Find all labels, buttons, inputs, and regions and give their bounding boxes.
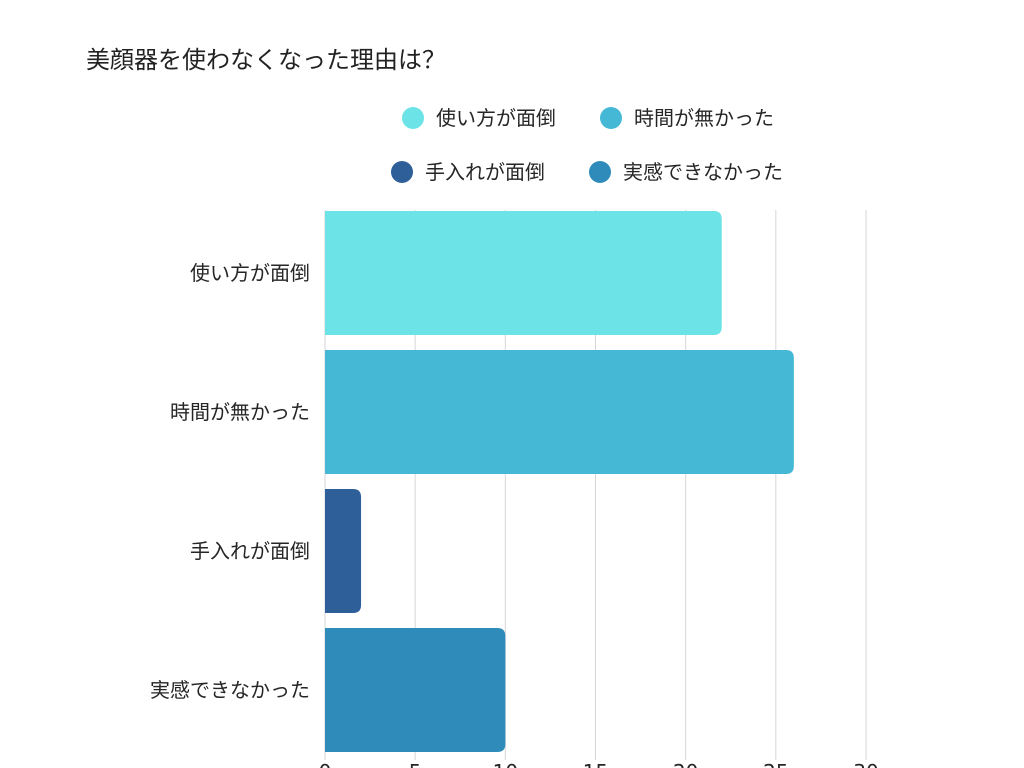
x-axis-ticks: 0 5 10 15 20 25 30 — [319, 760, 879, 768]
bar-1 — [325, 211, 722, 335]
legend-dot-3 — [391, 161, 413, 183]
x-tick-label-10: 10 — [493, 760, 518, 768]
legend-dot-2 — [600, 107, 622, 129]
legend-item-2: 時間が無かった — [600, 106, 774, 130]
category-label-1: 使い方が面倒 — [190, 261, 310, 285]
legend-dot-4 — [589, 161, 611, 183]
category-label-2: 時間が無かった — [170, 400, 310, 424]
legend-item-1: 使い方が面倒 — [402, 106, 556, 130]
legend-label-3: 手入れが面倒 — [425, 160, 545, 184]
legend-label-2: 時間が無かった — [634, 106, 774, 130]
x-tick-label-15: 15 — [583, 760, 608, 768]
x-tick-label-20: 20 — [673, 760, 698, 768]
legend-dot-1 — [402, 107, 424, 129]
category-label-3: 手入れが面倒 — [190, 539, 310, 563]
legend-item-4: 実感できなかった — [589, 160, 783, 184]
bars — [325, 211, 794, 752]
legend-item-3: 手入れが面倒 — [391, 160, 545, 184]
legend-label-4: 実感できなかった — [623, 160, 783, 184]
bar-3 — [325, 489, 362, 613]
x-tick-label-30: 30 — [853, 760, 878, 768]
x-tick-label-5: 5 — [409, 760, 422, 768]
category-label-4: 実感できなかった — [150, 678, 310, 702]
chart-title: 美顔器を使わなくなった理由は？ — [86, 46, 446, 74]
bar-4 — [325, 628, 506, 752]
bar-2 — [325, 350, 794, 474]
legend-label-1: 使い方が面倒 — [436, 106, 556, 130]
x-tick-label-0: 0 — [319, 760, 332, 768]
x-tick-label-25: 25 — [763, 760, 788, 768]
